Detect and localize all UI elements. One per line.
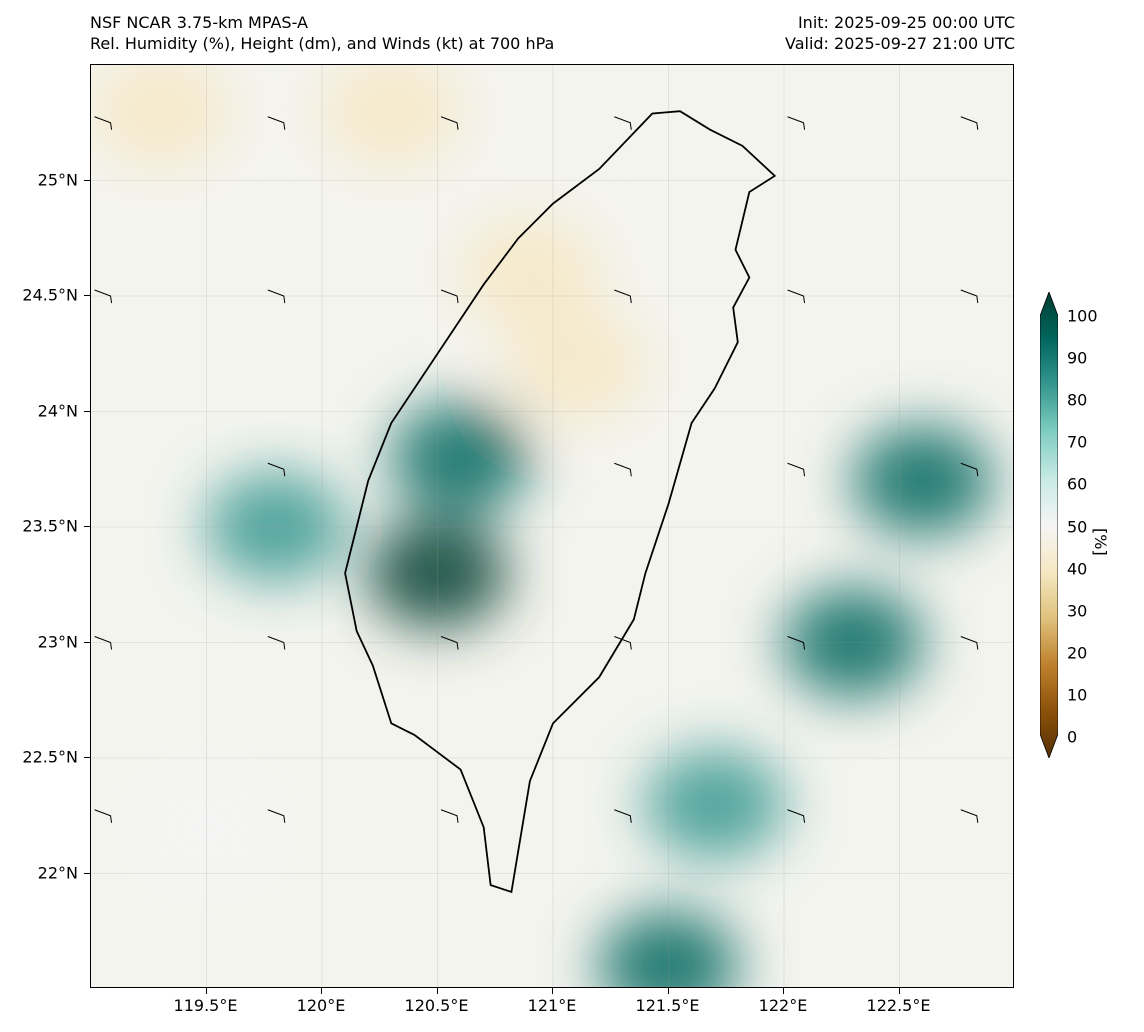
wind-barb	[614, 289, 632, 304]
lat-tick-label: 24.5°N	[22, 285, 78, 305]
wind-barb	[267, 289, 286, 304]
wind-barb	[94, 809, 113, 823]
wind-barb	[787, 462, 806, 477]
wind-barb	[94, 289, 113, 304]
colorbar-tick-label: 90	[1067, 348, 1088, 368]
colorbar-tick-label: 0	[1067, 727, 1078, 747]
map-title: NSF NCAR 3.75-km MPAS-A Rel. Humidity (%…	[90, 12, 554, 54]
colorbar-tick-label: 80	[1067, 390, 1088, 410]
humidity-blob-6	[390, 402, 531, 513]
lon-tick-mark	[436, 988, 438, 994]
colorbar-unit-label: [%]	[1091, 528, 1110, 556]
colorbar-tick-label: 30	[1067, 601, 1088, 621]
lat-tick-mark	[84, 757, 90, 758]
lon-tick-mark	[898, 988, 900, 994]
wind-barb	[960, 116, 979, 130]
graticule	[91, 65, 1013, 987]
humidity-field	[91, 65, 993, 987]
humidity-blob-11	[598, 910, 739, 987]
init-time: Init: 2025-09-25 00:00 UTC	[797, 13, 1015, 32]
wind-barb	[440, 636, 459, 650]
wind-barb	[440, 289, 459, 304]
lat-tick-label: 25°N	[37, 170, 78, 189]
lon-tick-mark	[205, 988, 207, 994]
lat-tick-mark	[84, 526, 90, 527]
humidity-blob-10	[205, 472, 346, 582]
lat-tick-label: 22°N	[37, 863, 78, 882]
wind-barb	[787, 289, 806, 304]
map-times: Init: 2025-09-25 00:00 UTC Valid: 2025-0…	[785, 12, 1015, 54]
taiwan-coastline	[344, 110, 777, 894]
colorbar	[1040, 292, 1058, 758]
lat-tick-label: 24°N	[37, 401, 78, 420]
wind-barb	[960, 809, 979, 823]
lon-tick-mark	[552, 988, 553, 994]
wind-barb	[614, 636, 632, 650]
humidity-blob-1	[459, 217, 600, 328]
lon-tick-mark	[321, 988, 322, 994]
map-panel[interactable]	[90, 64, 1014, 988]
lat-tick-mark	[84, 872, 90, 874]
humidity-blob-8	[852, 425, 993, 536]
wind-barb	[267, 636, 286, 650]
lat-tick-label: 22.5°N	[22, 747, 78, 767]
field-description: Rel. Humidity (%), Height (dm), and Wind…	[90, 34, 555, 53]
lon-tick-mark	[783, 988, 784, 994]
colorbar-tick-label: 10	[1067, 685, 1088, 705]
wind-barb	[440, 809, 459, 823]
coastline	[344, 110, 777, 894]
humidity-blob-4	[136, 772, 277, 883]
colorbar-tick-label: 20	[1067, 643, 1088, 663]
lat-tick-mark	[84, 410, 90, 412]
lon-tick-label: 120°E	[296, 996, 346, 1015]
wind-barb	[614, 462, 632, 477]
wind-barb	[440, 116, 459, 130]
colorbar-tick-label: 100	[1067, 306, 1098, 326]
lat-tick-mark	[84, 295, 90, 296]
colorbar-tick-label: 70	[1067, 432, 1088, 452]
humidity-blob-3	[506, 310, 647, 421]
wind-barb	[267, 462, 286, 477]
wind-barb	[960, 462, 979, 477]
colorbar-fill	[1040, 292, 1058, 758]
wind-barb	[267, 809, 286, 823]
wind-barb	[94, 636, 113, 650]
wind-barb	[267, 116, 286, 130]
wind-barb	[614, 809, 632, 823]
lat-tick-mark	[84, 641, 90, 643]
lon-tick-label: 122.5°E	[866, 996, 931, 1015]
wind-barb	[787, 116, 806, 130]
lat-tick-mark	[84, 179, 90, 181]
wind-barb	[94, 116, 113, 130]
lat-tick-label: 23°N	[37, 632, 78, 651]
humidity-blob-0	[321, 65, 462, 167]
wind-barb	[960, 636, 979, 650]
colorbar-tick-label: 40	[1067, 559, 1088, 579]
map-canvas	[91, 65, 1013, 987]
humidity-blob-5	[367, 518, 508, 629]
valid-time: Valid: 2025-09-27 21:00 UTC	[784, 34, 1015, 53]
wind-barb	[787, 636, 806, 650]
lon-tick-label: 121.5°E	[635, 996, 700, 1015]
colorbar-tick-label: 60	[1067, 474, 1088, 494]
humidity-blob-7	[783, 587, 924, 698]
wind-barb	[787, 809, 806, 823]
wind-barbs	[94, 116, 979, 823]
model-name: NSF NCAR 3.75-km MPAS-A	[90, 13, 308, 32]
wind-barb	[614, 116, 632, 130]
humidity-blob-2	[91, 65, 231, 167]
lat-tick-label: 23.5°N	[22, 516, 78, 536]
colorbar-tick-label: 50	[1067, 517, 1088, 536]
lon-tick-label: 119.5°E	[173, 996, 238, 1015]
lon-tick-mark	[667, 988, 669, 994]
wind-barb	[960, 289, 979, 304]
lon-tick-label: 121°E	[527, 996, 577, 1015]
lon-tick-label: 120.5°E	[404, 996, 469, 1015]
lon-tick-label: 122°E	[758, 996, 808, 1015]
humidity-blob-9	[644, 749, 785, 860]
